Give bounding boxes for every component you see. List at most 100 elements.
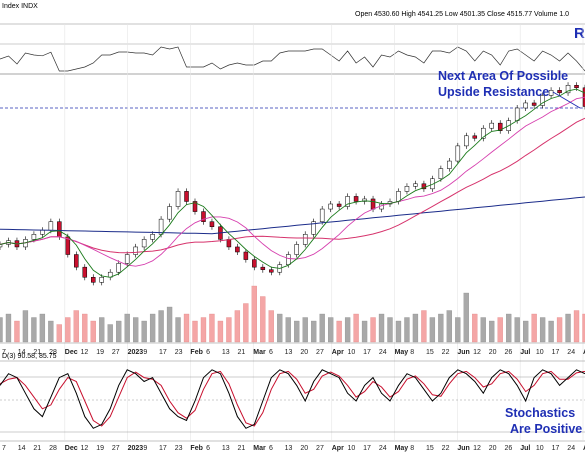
candle-body [370, 198, 376, 210]
ma-10-line [0, 88, 585, 278]
x-tick-label: Jul [520, 349, 530, 356]
x-tick-label: 23 [175, 445, 183, 452]
candle-body [91, 277, 96, 283]
x-tick-label: 15 [426, 349, 434, 356]
candle-body [421, 183, 427, 190]
volume-bar [328, 317, 334, 343]
volume-bar [556, 317, 563, 343]
candles [0, 82, 585, 286]
x-tick-label: Feb [190, 445, 202, 452]
volume-bar [141, 320, 147, 343]
volume-bar [192, 320, 198, 343]
candle-body [192, 201, 198, 212]
candle-body [260, 266, 266, 270]
volume-bar [268, 310, 274, 343]
ma-20-line [0, 96, 585, 267]
x-tick-label: 12 [81, 349, 89, 356]
x-tick-label: 20 [489, 445, 497, 452]
x-tick-label: 10 [347, 349, 355, 356]
x-tick-label: 12 [81, 445, 89, 452]
candle-body [472, 135, 478, 139]
x-tick-label: 27 [112, 349, 120, 356]
volume-bar [31, 317, 37, 343]
candle-body [158, 218, 164, 235]
volume-bar [124, 313, 130, 343]
x-tick-label: 27 [316, 445, 324, 452]
x-axis-labels-bottom: 7 14 21 28 Dec 12 19 27 2023 9 17 23 Feb 6 13 21 Mar 6 13 2… [2, 445, 585, 452]
x-tick-label: 22 [442, 445, 450, 452]
x-axis-labels-top: 7 14 21 28 Dec 12 19 27 2023 9 17 23 Feb 6 13 21 Mar 6 13 2… [2, 349, 585, 356]
volume-bar [489, 320, 495, 343]
x-tick-label: 13 [285, 349, 293, 356]
volume-bar [0, 317, 3, 343]
candle-body [497, 122, 503, 131]
candle-body [548, 90, 554, 96]
x-tick-label: 22 [442, 349, 450, 356]
candle-body [175, 191, 181, 207]
volume-bar [133, 317, 139, 343]
x-tick-label: 26 [504, 349, 512, 356]
candle-body [40, 230, 45, 235]
candle-body [396, 191, 401, 202]
volume-bar [514, 317, 520, 343]
x-tick-label: 24 [567, 445, 575, 452]
volume-bar [395, 320, 402, 343]
volume-bar [446, 310, 452, 343]
volume-bar [107, 324, 113, 343]
volume-bar [412, 313, 419, 343]
x-tick-label: 27 [112, 445, 120, 452]
x-tick-label: 21 [238, 349, 246, 356]
candle-body [141, 239, 147, 248]
volume-bar [480, 317, 486, 343]
quote-line: Open 4530.60 High 4541.25 Low 4501.35 Cl… [355, 11, 569, 18]
candle-body [489, 122, 494, 129]
x-tick-label: 24 [567, 349, 575, 356]
x-tick-label: 13 [285, 445, 293, 452]
volume-bar [116, 320, 122, 343]
x-tick-label: 20 [300, 445, 308, 452]
x-tick-label: 17 [363, 445, 371, 452]
x-tick-label: 7 [2, 349, 6, 356]
candle-body [0, 244, 3, 248]
x-tick-label: Dec [65, 349, 78, 356]
candle-body [565, 85, 571, 94]
volume-bar [421, 310, 427, 343]
volume-bar [200, 317, 207, 343]
stochastic-k-line [0, 369, 585, 429]
volume-bar [260, 296, 266, 343]
candle-body [167, 206, 172, 220]
candle-body [413, 183, 418, 187]
volume-bar [302, 317, 308, 343]
candle-body [336, 203, 342, 207]
candle-body [328, 203, 333, 210]
x-tick-label: Jun [457, 349, 469, 356]
x-tick-label: Mar [253, 445, 266, 452]
candle-body [124, 254, 130, 264]
candle-body [353, 196, 359, 202]
volume-bar [217, 320, 224, 343]
volume-bar [22, 310, 29, 343]
price-panel: Next Area Of Possible Upside Resistance [0, 24, 585, 440]
candle-body [514, 107, 520, 121]
x-tick-label: 12 [473, 445, 481, 452]
volume-bar [82, 313, 88, 343]
candle-body [201, 211, 206, 222]
candle-body [57, 221, 62, 238]
x-tick-label: May [395, 349, 409, 356]
x-tick-label: 21 [33, 349, 41, 356]
candle-body [133, 246, 138, 255]
x-tick-label: Dec [65, 445, 78, 452]
volume-bar [99, 317, 105, 343]
candle-body [286, 254, 291, 265]
x-tick-label: 10 [347, 445, 355, 452]
volume-bar [404, 317, 410, 343]
x-tick-label: 27 [316, 349, 324, 356]
volume-bar [344, 317, 351, 343]
candle-body [540, 95, 545, 106]
x-tick-label: 6 [206, 445, 210, 452]
x-tick-label: 14 [18, 445, 26, 452]
x-tick-label: 8 [410, 349, 414, 356]
x-tick-label: 13 [222, 445, 230, 452]
stochastic-annotation-line1: Stochastics [505, 406, 575, 420]
